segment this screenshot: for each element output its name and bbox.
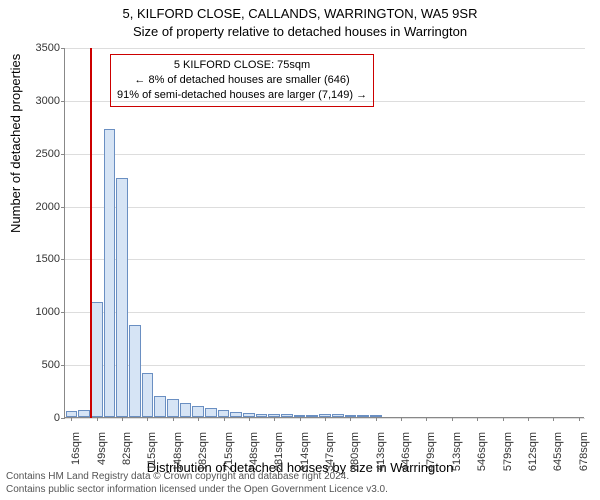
x-tick-mark [300,417,301,421]
x-tick-label: 248sqm [248,432,260,482]
x-tick-label: 546sqm [476,432,488,482]
gridline [65,154,585,155]
x-tick-label: 347sqm [324,432,336,482]
y-tick-mark [61,312,65,313]
x-tick-label: 513sqm [451,432,463,482]
histogram-bar [116,178,128,417]
x-tick-mark [503,417,504,421]
gridline [65,365,585,366]
x-tick-label: 579sqm [502,432,514,482]
x-tick-label: 612sqm [527,432,539,482]
x-tick-mark [173,417,174,421]
x-tick-label: 479sqm [425,432,437,482]
x-tick-mark [528,417,529,421]
x-tick-mark [71,417,72,421]
gridline [65,259,585,260]
x-tick-mark [401,417,402,421]
x-tick-mark [147,417,148,421]
x-tick-mark [249,417,250,421]
y-tick-mark [61,365,65,366]
gridline [65,312,585,313]
chart-title-line1: 5, KILFORD CLOSE, CALLANDS, WARRINGTON, … [0,6,600,21]
x-tick-mark [452,417,453,421]
annotation-line3: 91% of semi-detached houses are larger (… [117,88,367,103]
x-tick-label: 49sqm [96,432,108,482]
y-tick-mark [61,207,65,208]
histogram-bar [167,399,179,417]
x-tick-mark [350,417,351,421]
histogram-bar [154,396,166,417]
x-tick-mark [579,417,580,421]
x-tick-mark [224,417,225,421]
y-tick-mark [61,101,65,102]
annotation-box: 5 KILFORD CLOSE: 75sqm← 8% of detached h… [110,54,374,107]
histogram-bar [218,410,230,417]
x-tick-label: 182sqm [197,432,209,482]
histogram-bar [91,302,103,417]
annotation-line2: ← 8% of detached houses are smaller (646… [117,73,367,88]
x-tick-label: 115sqm [146,432,158,482]
histogram-bar [281,414,293,417]
x-tick-mark [274,417,275,421]
histogram-bar [129,325,141,417]
x-tick-label: 314sqm [299,432,311,482]
annotation-line1: 5 KILFORD CLOSE: 75sqm [117,58,367,73]
x-tick-mark [122,417,123,421]
y-tick-mark [61,259,65,260]
chart-title-line2: Size of property relative to detached ho… [0,24,600,39]
y-tick-mark [61,154,65,155]
chart-container: 5, KILFORD CLOSE, CALLANDS, WARRINGTON, … [0,0,600,500]
histogram-bar [180,403,192,417]
y-tick-label: 1000 [4,306,60,318]
y-tick-label: 2000 [4,201,60,213]
y-tick-label: 1500 [4,253,60,265]
x-tick-label: 446sqm [400,432,412,482]
x-tick-label: 82sqm [121,432,133,482]
property-marker-line [90,48,92,418]
x-tick-label: 413sqm [375,432,387,482]
x-tick-label: 645sqm [552,432,564,482]
x-tick-label: 148sqm [172,432,184,482]
x-tick-label: 16sqm [70,432,82,482]
x-tick-mark [553,417,554,421]
histogram-bar [332,414,344,417]
x-tick-mark [325,417,326,421]
gridline [65,48,585,49]
gridline [65,207,585,208]
y-tick-label: 2500 [4,148,60,160]
x-tick-label: 215sqm [223,432,235,482]
x-tick-mark [477,417,478,421]
y-tick-label: 3000 [4,95,60,107]
x-tick-label: 380sqm [349,432,361,482]
x-tick-mark [426,417,427,421]
histogram-bar [142,373,154,417]
histogram-bar [256,414,268,417]
y-tick-label: 0 [4,412,60,424]
histogram-bar [104,129,116,417]
x-tick-label: 281sqm [273,432,285,482]
y-tick-label: 500 [4,359,60,371]
x-tick-mark [376,417,377,421]
plot-area: 5 KILFORD CLOSE: 75sqm← 8% of detached h… [64,48,584,418]
x-tick-mark [97,417,98,421]
histogram-bar [230,412,242,417]
x-tick-label: 678sqm [578,432,590,482]
y-tick-label: 3500 [4,42,60,54]
y-tick-mark [61,418,65,419]
footer-line2: Contains public sector information licen… [6,484,388,497]
x-tick-mark [198,417,199,421]
histogram-bar [205,408,217,418]
y-tick-mark [61,48,65,49]
histogram-bar [192,406,204,417]
histogram-bar [306,415,318,417]
histogram-bar [78,410,90,417]
histogram-bar [357,415,369,417]
